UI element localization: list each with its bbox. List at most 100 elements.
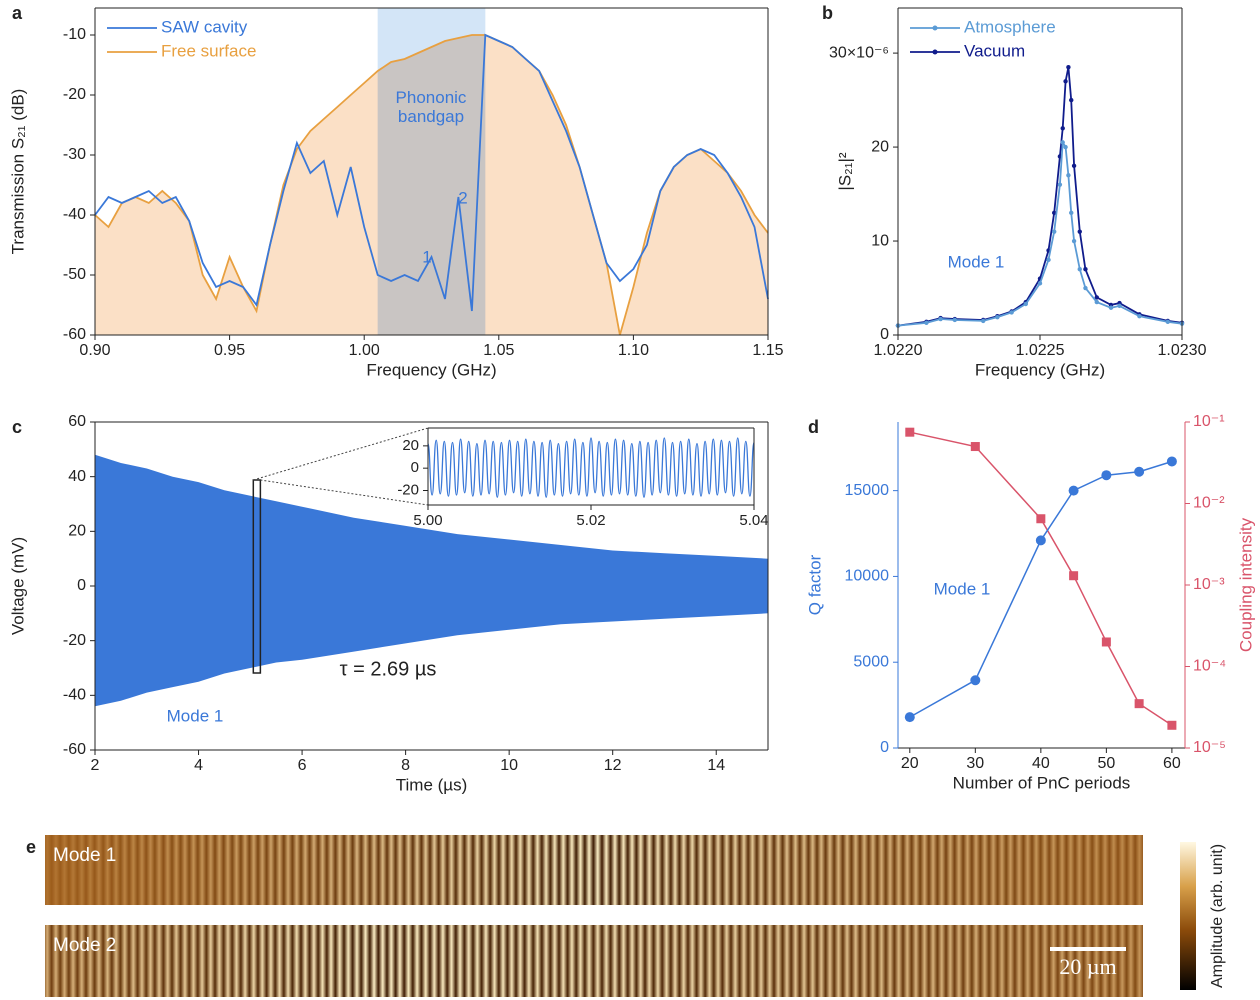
y-axis-label: Voltage (mV) [8, 537, 27, 635]
x-tick-label: 5.00 [413, 512, 442, 529]
marker [1072, 239, 1076, 243]
marker [905, 428, 914, 437]
colorbar-label: Amplitude (arb. unit) [1209, 844, 1226, 988]
marker [1078, 229, 1082, 233]
marker [995, 315, 999, 319]
y-tick-label: -60 [63, 741, 86, 758]
x-tick-label: 60 [1163, 755, 1181, 772]
marker [1036, 535, 1046, 545]
legend-label: SAW cavity [161, 17, 248, 36]
annotation: Mode 1 [934, 579, 991, 598]
marker [1069, 98, 1073, 102]
marker [1166, 320, 1170, 324]
page: {"chart_data":[ {"type":"line","panel":"… [0, 0, 1260, 1000]
marker [1109, 306, 1113, 310]
y2-tick-label: 10⁻⁵ [1193, 739, 1226, 756]
y-tick-label: 60 [68, 413, 86, 430]
marker [924, 321, 928, 325]
marker [1083, 267, 1087, 271]
y-axis-label: |S₂₁|² [835, 152, 854, 191]
y-tick-label: 40 [68, 468, 86, 485]
image-label: Mode 2 [53, 935, 116, 956]
legend-label: Free surface [161, 41, 256, 60]
marker [1102, 637, 1111, 646]
marker [1078, 267, 1082, 271]
marker [1046, 258, 1050, 262]
marker [1061, 126, 1065, 130]
marker [1063, 145, 1067, 149]
marker [1024, 302, 1028, 306]
y-tick-label: 0 [880, 739, 889, 756]
x-axis-label: Time (µs) [396, 775, 468, 794]
marker [1009, 310, 1013, 314]
x-tick-label: 0.95 [214, 342, 245, 359]
marker [1101, 470, 1111, 480]
x-tick-label: 1.0220 [874, 342, 923, 359]
marker [1095, 300, 1099, 304]
x-tick-label: 12 [604, 757, 622, 774]
marker [938, 317, 942, 321]
x-axis-label: Number of PnC periods [953, 773, 1131, 792]
marker [1083, 286, 1087, 290]
annotation: Mode 1 [948, 252, 1005, 271]
y-axis-label: Q factor [805, 554, 824, 615]
y-tick-label: -20 [397, 481, 419, 498]
annotation: Phononic bandgap [380, 88, 482, 138]
x-tick-label: 0.90 [79, 342, 110, 359]
marker [981, 319, 985, 323]
y-tick-label: -50 [63, 266, 86, 283]
annotation: Mode 1 [167, 706, 224, 725]
marker [1066, 65, 1070, 69]
y2-tick-label: 10⁻¹ [1193, 413, 1225, 430]
x-tick-label: 6 [298, 757, 307, 774]
marker [1058, 182, 1062, 186]
y-tick-label: -60 [63, 326, 86, 343]
x-tick-label: 2 [91, 757, 100, 774]
x-tick-label: 4 [194, 757, 203, 774]
y2-tick-label: 10⁻² [1193, 495, 1225, 512]
y-tick-label: -20 [63, 86, 86, 103]
legend-label: Atmosphere [964, 17, 1056, 36]
annotation: τ = 2.69 µs [340, 658, 437, 680]
inset-background [428, 428, 754, 505]
marker [1117, 304, 1121, 308]
y-tick-label: 0 [411, 459, 419, 476]
y2-axis-label: Coupling intensity [1236, 517, 1255, 652]
x-axis-label: Frequency (GHz) [975, 360, 1105, 379]
y-tick-label: -40 [63, 687, 86, 704]
x-tick-label: 20 [901, 755, 919, 772]
zoom-guide [253, 428, 428, 480]
y-axis-label: Transmission S₂₁ (dB) [8, 89, 27, 255]
x-tick-label: 5.04 [739, 512, 768, 529]
marker [1167, 456, 1177, 466]
x-tick-label: 40 [1032, 755, 1050, 772]
marker [1061, 140, 1065, 144]
colorbar [1180, 842, 1196, 990]
y-tick-label: 5000 [853, 653, 889, 670]
mode-stripes [45, 835, 1143, 905]
panel-label: e [26, 837, 36, 857]
x-tick-label: 1.05 [483, 342, 514, 359]
marker [1069, 486, 1079, 496]
marker [1135, 699, 1144, 708]
marker [1167, 721, 1176, 730]
y-tick-label: 0 [77, 577, 86, 594]
x-tick-label: 30 [966, 755, 984, 772]
y-tick-label: 20 [871, 138, 889, 155]
panel-label: a [12, 3, 23, 23]
marker [1063, 79, 1067, 83]
annotation: 2 [458, 188, 467, 207]
annotation: 1 [422, 247, 431, 266]
x-tick-label: 1.0225 [1016, 342, 1065, 359]
y2-tick-label: 10⁻³ [1193, 576, 1225, 593]
x-tick-label: 14 [707, 757, 725, 774]
marker [953, 318, 957, 322]
y-tick-label: 15000 [845, 482, 890, 499]
y-tick-label: -10 [63, 26, 86, 43]
y-tick-label: 0 [880, 326, 889, 343]
x-tick-label: 1.0230 [1158, 342, 1207, 359]
x-tick-label: 5.02 [576, 512, 605, 529]
scale-bar-label: 20 µm [1059, 954, 1116, 979]
x-tick-label: 1.10 [618, 342, 649, 359]
marker [1069, 211, 1073, 215]
